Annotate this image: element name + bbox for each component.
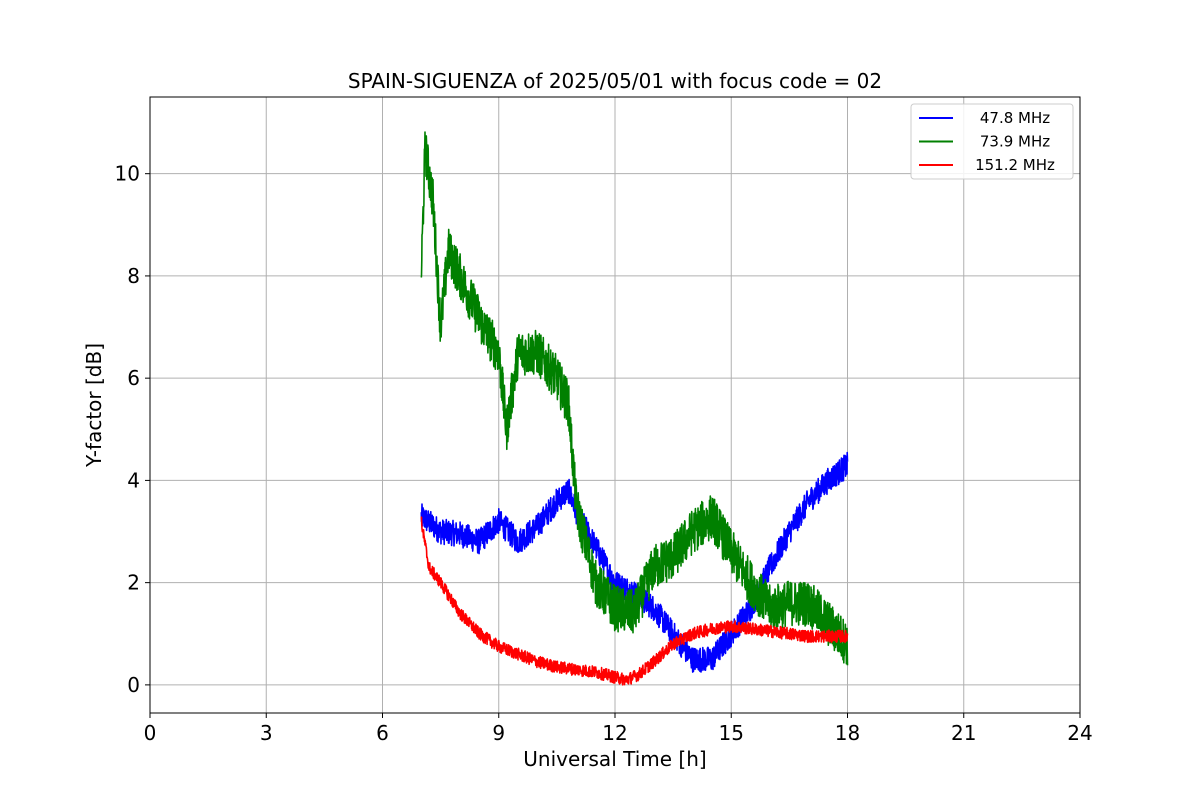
series-line-2 [420,131,849,666]
y-tick-label: 0 [127,673,140,697]
legend-box [910,103,1074,180]
chart-title: SPAIN-SIGUENZA of 2025/05/01 with focus … [348,69,882,93]
y-axis: 0 2 4 6 8 10 [115,162,150,697]
x-tick-label: 21 [951,721,976,745]
x-axis-label: Universal Time [h] [523,747,706,771]
legend-label: 73.9 MHz [980,133,1050,151]
x-tick-label: 24 [1067,721,1092,745]
legend: 47.8 MHz 73.9 MHz 151.2 MHz [910,103,1074,180]
series-layer [420,131,849,686]
y-tick-label: 8 [127,264,140,288]
series-line-1 [420,451,849,673]
y-tick-label: 10 [115,162,140,186]
x-tick-label: 18 [835,721,860,745]
series-line-3 [420,516,849,686]
y-tick-label: 4 [127,468,140,492]
legend-label: 47.8 MHz [980,109,1050,127]
x-tick-label: 3 [260,721,273,745]
x-tick-label: 12 [602,721,627,745]
x-tick-label: 15 [719,721,744,745]
grid [149,97,1081,713]
y-axis-label: Y-factor [dB] [82,343,106,468]
y-tick-label: 2 [127,571,140,595]
x-axis: 0 3 6 9 12 15 18 21 24 [144,713,1093,745]
x-tick-label: 0 [144,721,157,745]
legend-label: 151.2 MHz [975,156,1055,174]
y-tick-label: 6 [127,366,140,390]
x-tick-label: 9 [492,721,505,745]
x-tick-label: 6 [376,721,389,745]
